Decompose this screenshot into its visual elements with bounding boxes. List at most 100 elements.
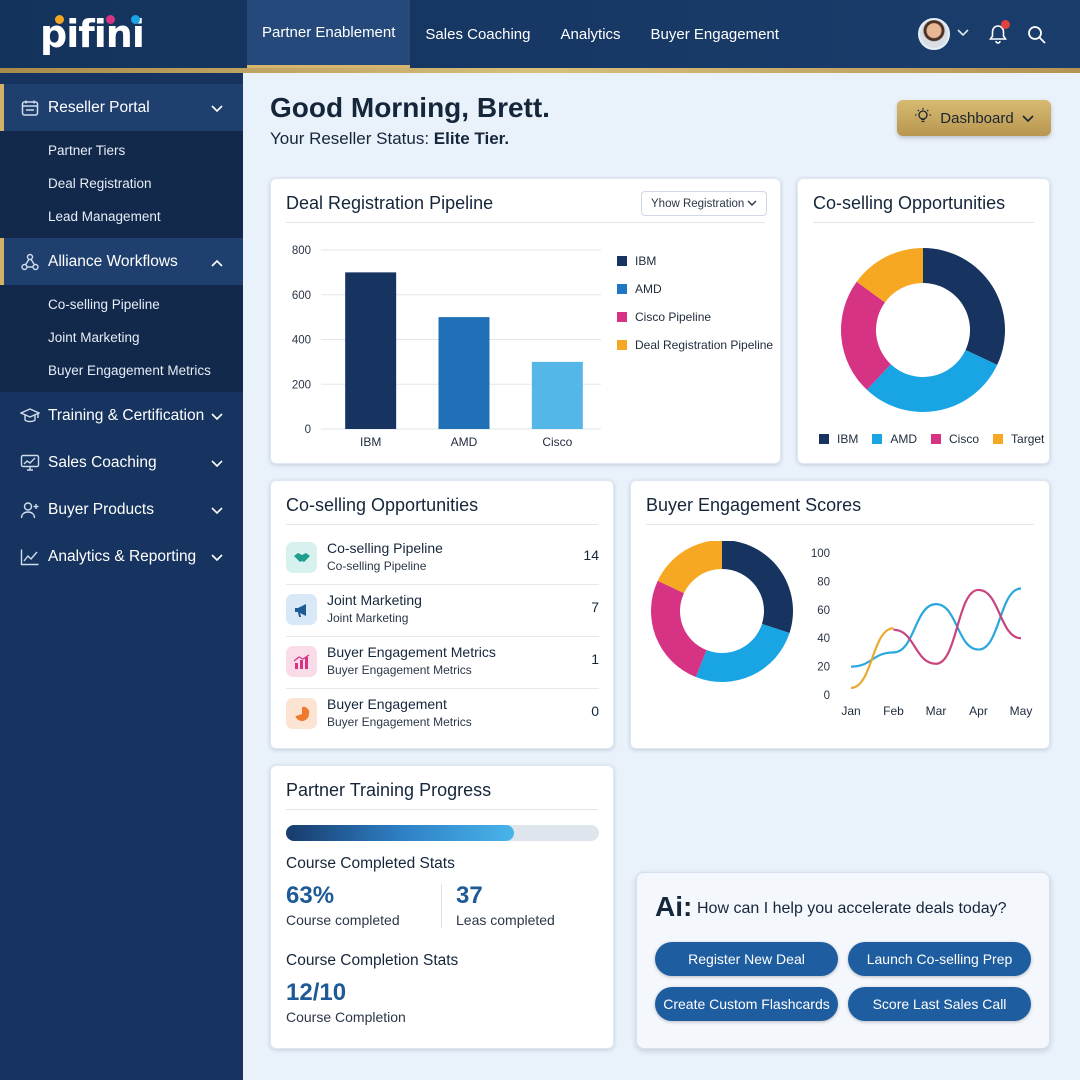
user-plus-icon (20, 500, 40, 520)
count: 1 (591, 651, 599, 667)
ai-logo: Ai: (655, 891, 693, 922)
legend-swatch (617, 340, 627, 350)
card-title: Buyer Engagement Scores (646, 495, 862, 515)
y-tick-label: 80 (817, 576, 830, 588)
bar-chart-icon (286, 646, 317, 677)
graduation-cap-icon (20, 406, 40, 426)
sidebar-item-label: Buyer Products (48, 500, 154, 518)
progress-fill (286, 825, 515, 841)
sidebar-subitem-lead-management[interactable]: Lead Management (48, 209, 161, 224)
alliance-workflows-submenu: Co-selling Pipeline Joint Marketing Buye… (0, 285, 243, 392)
sidebar-item-analytics-reporting[interactable]: Analytics & Reporting (0, 533, 243, 580)
monitor-chart-icon (20, 453, 40, 473)
search-icon[interactable] (1027, 25, 1047, 50)
register-new-deal-button[interactable]: Register New Deal (655, 942, 838, 976)
list-item[interactable]: Buyer Engagement Buyer Engagement Metric… (286, 689, 599, 741)
ai-prompt: How can I help you accelerate deals toda… (697, 900, 1007, 917)
registration-select[interactable]: Yhow Registration (641, 191, 767, 216)
legend-swatch (872, 434, 883, 444)
legend-item: Deal Registration Pipeline (617, 331, 773, 359)
launch-coselling-prep-button[interactable]: Launch Co-selling Prep (848, 942, 1031, 976)
status-tier: Elite Tier. (433, 129, 510, 148)
pifini-logo[interactable]: pifini (40, 12, 145, 56)
sidebar-item-training-certification[interactable]: Training & Certification (0, 392, 243, 439)
tab-analytics[interactable]: Analytics (560, 25, 621, 43)
dashboard-dropdown-button[interactable]: Dashboard (897, 100, 1051, 136)
y-tick-label: 400 (292, 335, 311, 347)
chevron-down-icon (747, 198, 757, 210)
legend-item: Cisco (931, 432, 979, 446)
chevron-down-icon (211, 502, 223, 520)
divider (286, 809, 598, 810)
sidebar-item-buyer-products[interactable]: Buyer Products (0, 486, 243, 533)
stat-value: 63% (286, 882, 335, 909)
deal-registration-pipeline-card: Deal Registration Pipeline Yhow Registra… (270, 178, 781, 464)
score-last-sales-call-button[interactable]: Score Last Sales Call (848, 987, 1031, 1021)
course-completed-heading: Course Completed Stats (286, 855, 455, 872)
buyer-engagement-scores-card: Buyer Engagement Scores 0 20 40 60 80 100 Jan F… (630, 480, 1050, 749)
sidebar-item-reseller-portal[interactable]: Reseller Portal (0, 84, 243, 131)
create-custom-flashcards-button[interactable]: Create Custom Flashcards (655, 987, 838, 1021)
greeting-heading: Good Morning, Brett. (270, 92, 550, 123)
engagement-line-chart: 0 20 40 60 80 100 Jan Feb Mar Apr May (811, 548, 1033, 718)
y-tick-label: 20 (817, 662, 830, 674)
donut-slice (722, 541, 793, 633)
bar (531, 361, 583, 429)
top-nav-tabs: Partner Enablement Sales Coaching Analyt… (247, 0, 794, 68)
y-tick-label: 60 (817, 605, 830, 617)
deal-pipeline-bar-chart: 0 200 400 600 800 IBM AMD Cisco (292, 245, 601, 449)
donut-slice (695, 623, 790, 682)
x-tick-label: IBM (360, 435, 381, 449)
stat-divider (441, 884, 442, 928)
sidebar-subitem-partner-tiers[interactable]: Partner Tiers (48, 143, 126, 158)
legend-item: Target (993, 432, 1044, 446)
dashboard-label: Dashboard (940, 109, 1014, 127)
coselling-donut-legend: IBM AMD Cisco Target (819, 432, 1058, 446)
x-tick-label: Cisco (542, 435, 572, 449)
x-tick-label: Apr (969, 704, 988, 718)
chevron-down-icon (211, 549, 223, 567)
y-tick-label: 100 (811, 548, 830, 560)
tab-sales-coaching[interactable]: Sales Coaching (425, 25, 531, 43)
list-item[interactable]: Joint Marketing Joint Marketing 7 (286, 585, 599, 637)
deal-pipeline-legend: IBM AMD Cisco Pipeline Deal Registration… (617, 247, 773, 359)
stat-label: Course Completion (286, 1009, 406, 1025)
list-item[interactable]: Buyer Engagement Metrics Buyer Engagemen… (286, 637, 599, 689)
sidebar-subitem-deal-registration[interactable]: Deal Registration (48, 176, 152, 191)
chevron-down-icon (211, 408, 223, 426)
sidebar-subitem-coselling-pipeline[interactable]: Co-selling Pipeline (48, 297, 160, 312)
megaphone-icon (286, 594, 317, 625)
x-tick-label: AMD (451, 435, 478, 449)
chevron-down-icon (211, 455, 223, 473)
training-progress-bar (286, 825, 599, 841)
y-tick-label: 0 (305, 424, 311, 436)
count: 14 (583, 547, 599, 563)
legend-item: IBM (819, 432, 858, 446)
lightbulb-icon (914, 107, 932, 129)
sidebar-subitem-buyer-engagement-metrics[interactable]: Buyer Engagement Metrics (48, 363, 211, 378)
ai-assistant-card: Ai: How can I help you accelerate deals … (636, 872, 1050, 1049)
list-item[interactable]: Co-selling Pipeline Co-selling Pipeline … (286, 533, 599, 585)
legend-swatch (617, 256, 627, 266)
pie-chart-icon (286, 698, 317, 729)
sidebar-item-sales-coaching[interactable]: Sales Coaching (0, 439, 243, 486)
legend-swatch (931, 434, 942, 444)
stat-label: Course completed (286, 912, 400, 928)
chevron-down-icon (1022, 110, 1034, 127)
series-line (850, 587, 1022, 668)
legend-item: AMD (872, 432, 917, 446)
tab-partner-enablement[interactable]: Partner Enablement (247, 0, 411, 68)
user-avatar[interactable] (918, 18, 950, 50)
sidebar-item-alliance-workflows[interactable]: Alliance Workflows (0, 238, 243, 285)
y-tick-label: 40 (817, 633, 830, 645)
tab-buyer-engagement[interactable]: Buyer Engagement (650, 25, 779, 43)
sidebar-subitem-joint-marketing[interactable]: Joint Marketing (48, 330, 140, 345)
calendar-icon (20, 98, 40, 118)
stat-label: Leas completed (456, 912, 555, 928)
legend-item: Cisco Pipeline (617, 303, 773, 331)
sidebar: Reseller Portal Partner Tiers Deal Regis… (0, 73, 243, 1080)
legend-item: IBM (617, 247, 773, 275)
y-tick-label: 200 (292, 379, 311, 391)
donut-slice (856, 248, 923, 303)
chevron-down-icon[interactable] (957, 26, 969, 40)
